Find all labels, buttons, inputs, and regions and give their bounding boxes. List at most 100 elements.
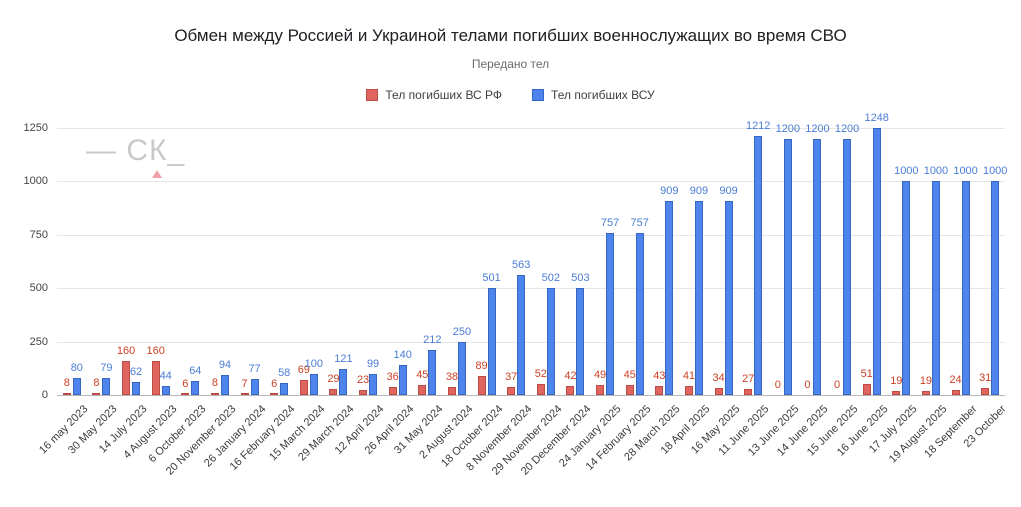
bar-bodies-rf [714, 387, 723, 395]
data-label-vsu: 502 [541, 271, 560, 284]
data-label-rf: 37 [505, 371, 518, 384]
legend-item-rf: Тел погибших ВС РФ [366, 88, 502, 102]
data-label-rf: 0 [804, 379, 811, 391]
bar-bodies-rf [92, 393, 101, 395]
data-label-rf: 7 [241, 377, 248, 390]
data-label-vsu: 94 [218, 358, 232, 371]
bar-bodies-rf [892, 390, 901, 395]
bar-bodies-vsu [72, 377, 81, 395]
bar-bodies-rf [181, 393, 190, 395]
legend-swatch-blue [532, 89, 545, 101]
bar-bodies-vsu [398, 365, 407, 395]
bar-bodies-rf [596, 384, 605, 395]
chart-title: Обмен между Россией и Украиной телами по… [174, 26, 847, 45]
data-label-vsu: 79 [100, 362, 113, 375]
bar-bodies-vsu [783, 138, 792, 395]
bar-bodies-rf [359, 390, 368, 395]
bar-bodies-vsu [694, 200, 703, 395]
bar-bodies-rf [122, 360, 131, 395]
bar-bodies-vsu [517, 274, 526, 395]
data-label-rf: 36 [386, 371, 399, 384]
data-label-rf: 51 [860, 368, 873, 381]
gridline [57, 341, 1005, 343]
bar-bodies-rf [210, 393, 219, 395]
data-label-vsu: 1248 [864, 112, 889, 125]
bar-bodies-rf [684, 386, 693, 395]
data-label-rf: 160 [146, 344, 165, 357]
bar-bodies-vsu [724, 200, 733, 395]
legend-label-rf: Тел погибших ВС РФ [385, 88, 503, 102]
data-label-vsu: 140 [393, 349, 412, 362]
data-label-rf: 19 [919, 374, 933, 387]
watermark-logo: — СК_ [86, 134, 186, 178]
data-label-vsu: 1200 [775, 122, 801, 135]
gridline [57, 128, 1005, 129]
bar-bodies-vsu [576, 287, 585, 395]
bar-bodies-vsu [843, 138, 852, 395]
data-label-rf: 89 [475, 360, 488, 372]
bar-bodies-rf [981, 388, 990, 395]
watermark-text: — СК_ [86, 134, 186, 167]
plot-area: 0 250 500 750 1000 1250 8 80 16 may 2023 8 79 30 Ma… [24, 112, 1009, 477]
data-label-rf: 38 [445, 370, 459, 383]
y-axis-tick-label: 250 [29, 335, 48, 348]
data-label-rf: 160 [116, 344, 136, 357]
chart-subtitle: Передано тел [471, 57, 550, 71]
data-label-rf: 24 [949, 373, 962, 386]
data-label-rf: 45 [623, 369, 636, 382]
bar-bodies-vsu [902, 181, 911, 395]
bar-bodies-vsu [991, 181, 1000, 395]
bar-bodies-vsu [191, 381, 200, 395]
data-label-vsu: 99 [366, 357, 380, 370]
bar-bodies-vsu [665, 200, 674, 395]
bar-bodies-vsu [635, 233, 644, 395]
y-axis-tick-label: 500 [29, 282, 48, 295]
data-label-vsu: 1000 [894, 165, 919, 178]
bar-bodies-rf [62, 393, 71, 395]
bar-bodies-rf [536, 383, 545, 395]
bar-bodies-vsu [872, 128, 881, 395]
data-label-rf: 52 [534, 367, 547, 380]
bar-bodies-rf [151, 360, 160, 395]
bar-bodies-rf [299, 380, 308, 395]
bar-bodies-rf [655, 385, 664, 395]
bar-bodies-rf [507, 387, 516, 395]
gridline [57, 181, 1005, 183]
bar-bodies-vsu [546, 287, 555, 395]
data-label-vsu: 1000 [982, 165, 1008, 178]
data-label-rf: 6 [271, 377, 278, 390]
data-label-vsu: 1200 [834, 122, 860, 135]
data-label-vsu: 503 [571, 271, 590, 284]
data-label-rf: 31 [979, 372, 992, 385]
data-label-rf: 6 [182, 377, 189, 390]
bar-bodies-rf [951, 389, 960, 395]
bar-bodies-rf [418, 385, 427, 395]
gridline [57, 395, 1005, 396]
data-label-rf: 8 [63, 377, 70, 390]
legend-swatch-red [366, 89, 379, 101]
legend-item-vsu: Тел погибших ВСУ [532, 88, 655, 102]
data-label-vsu: 64 [189, 365, 202, 378]
y-axis-tick-label: 1250 [23, 122, 48, 134]
data-label-rf: 43 [653, 369, 666, 382]
data-label-vsu: 909 [660, 184, 679, 197]
data-label-vsu: 501 [482, 272, 501, 284]
data-label-vsu: 1200 [805, 122, 830, 135]
bar-bodies-vsu [250, 378, 259, 395]
gridline [57, 234, 1005, 236]
bar-bodies-vsu [280, 382, 289, 395]
data-label-vsu: 77 [248, 362, 261, 375]
y-axis-tick-label: 750 [29, 228, 48, 241]
data-label-vsu: 1000 [923, 165, 949, 178]
data-label-rf: 0 [774, 379, 781, 391]
bar-bodies-rf [240, 393, 249, 395]
bar-bodies-vsu [309, 373, 318, 395]
data-label-vsu: 121 [334, 353, 353, 366]
bar-bodies-rf [388, 387, 397, 395]
bar-bodies-vsu [161, 385, 170, 395]
bar-bodies-vsu [369, 373, 378, 395]
bar-bodies-vsu [487, 288, 496, 395]
bar-bodies-rf [477, 376, 486, 395]
data-label-rf: 29 [327, 372, 340, 385]
data-label-rf: 49 [593, 368, 607, 381]
